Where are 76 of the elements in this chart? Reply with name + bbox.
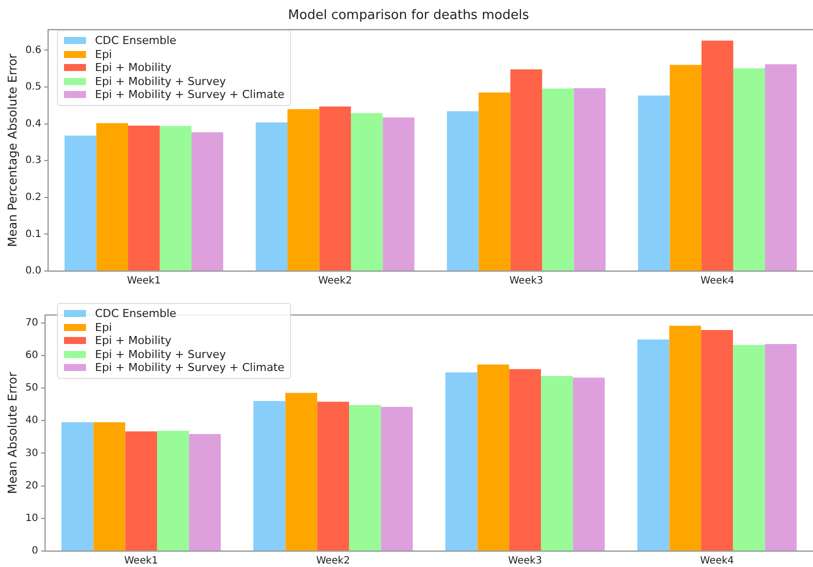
bar xyxy=(732,344,765,550)
bar xyxy=(477,364,510,550)
bar xyxy=(349,404,381,550)
bar xyxy=(64,136,96,270)
bar xyxy=(93,422,126,550)
legend-label: CDC Ensemble xyxy=(95,307,176,320)
x-tick-label: Week3 xyxy=(508,556,542,567)
y-tick-label: 0.5 xyxy=(25,82,42,93)
bar xyxy=(125,431,158,550)
y-axis-title: Mean Percentage Absolute Error xyxy=(5,54,20,247)
x-tick-label: Week2 xyxy=(316,556,350,567)
bar xyxy=(670,64,702,270)
y-tick-label: 0.3 xyxy=(25,155,42,166)
bar xyxy=(478,92,510,270)
bar xyxy=(733,68,766,270)
bar xyxy=(572,378,605,550)
bar xyxy=(128,126,160,270)
bar xyxy=(574,88,606,270)
bar xyxy=(637,339,670,550)
bar xyxy=(382,118,414,270)
y-tick-label: 0.2 xyxy=(25,192,42,203)
bar xyxy=(446,111,479,270)
bar xyxy=(256,122,288,270)
bar xyxy=(669,326,702,550)
bar xyxy=(188,434,221,550)
bar xyxy=(317,402,350,550)
bar xyxy=(285,392,318,550)
bar xyxy=(540,376,573,550)
bar xyxy=(380,406,413,550)
x-tick-label: Week4 xyxy=(700,276,734,287)
legend-label: Epi + Mobility + Survey + Climate xyxy=(95,88,284,102)
legend-label: Epi + Mobility xyxy=(95,334,172,348)
x-tick-label: Week3 xyxy=(509,276,544,287)
bar xyxy=(96,123,128,270)
legend-label: Epi xyxy=(95,48,112,61)
bar xyxy=(638,95,670,270)
legend-label: Epi + Mobility + Survey xyxy=(95,348,226,361)
bar xyxy=(350,113,383,270)
bar xyxy=(319,106,351,270)
bar xyxy=(765,64,797,270)
y-tick-label: 0 xyxy=(32,546,38,557)
legend-label: Epi + Mobility xyxy=(95,61,172,74)
legend-label: Epi + Mobility + Survey xyxy=(95,74,226,88)
legend-label: Epi + Mobility + Survey + Climate xyxy=(95,361,284,374)
bar xyxy=(764,344,797,550)
y-axis-title: Mean Absolute Error xyxy=(5,372,20,494)
legend-label: Epi xyxy=(95,320,112,334)
x-tick-label: Week2 xyxy=(318,276,352,287)
y-tick-label: 0.4 xyxy=(25,118,42,130)
x-tick-label: Week4 xyxy=(700,556,734,567)
y-tick-label: 0.1 xyxy=(25,228,42,240)
bar xyxy=(509,369,541,550)
legend-label: CDC Ensemble xyxy=(95,34,176,48)
y-tick-label: 0.6 xyxy=(25,44,42,56)
bar xyxy=(702,40,734,270)
y-tick-label: 20 xyxy=(25,480,38,492)
bar xyxy=(542,88,574,270)
bar xyxy=(701,330,733,550)
y-tick-label: 10 xyxy=(25,512,38,524)
x-tick-label: Week1 xyxy=(127,276,161,287)
y-tick-label: 50 xyxy=(25,382,38,394)
bar xyxy=(160,126,192,270)
y-tick-label: 30 xyxy=(25,448,38,459)
bar xyxy=(287,109,320,270)
bar xyxy=(510,69,542,270)
bar xyxy=(253,401,286,550)
y-tick-label: 0.0 xyxy=(25,266,42,277)
bar xyxy=(445,372,478,550)
bar xyxy=(157,430,189,550)
bar xyxy=(191,132,224,270)
chart-title: Model comparison for deaths models xyxy=(288,8,530,24)
y-tick-label: 40 xyxy=(25,415,38,426)
y-tick-label: 60 xyxy=(25,350,38,362)
bar xyxy=(61,422,94,550)
y-tick-label: 70 xyxy=(25,317,38,328)
x-tick-label: Week1 xyxy=(124,556,158,567)
